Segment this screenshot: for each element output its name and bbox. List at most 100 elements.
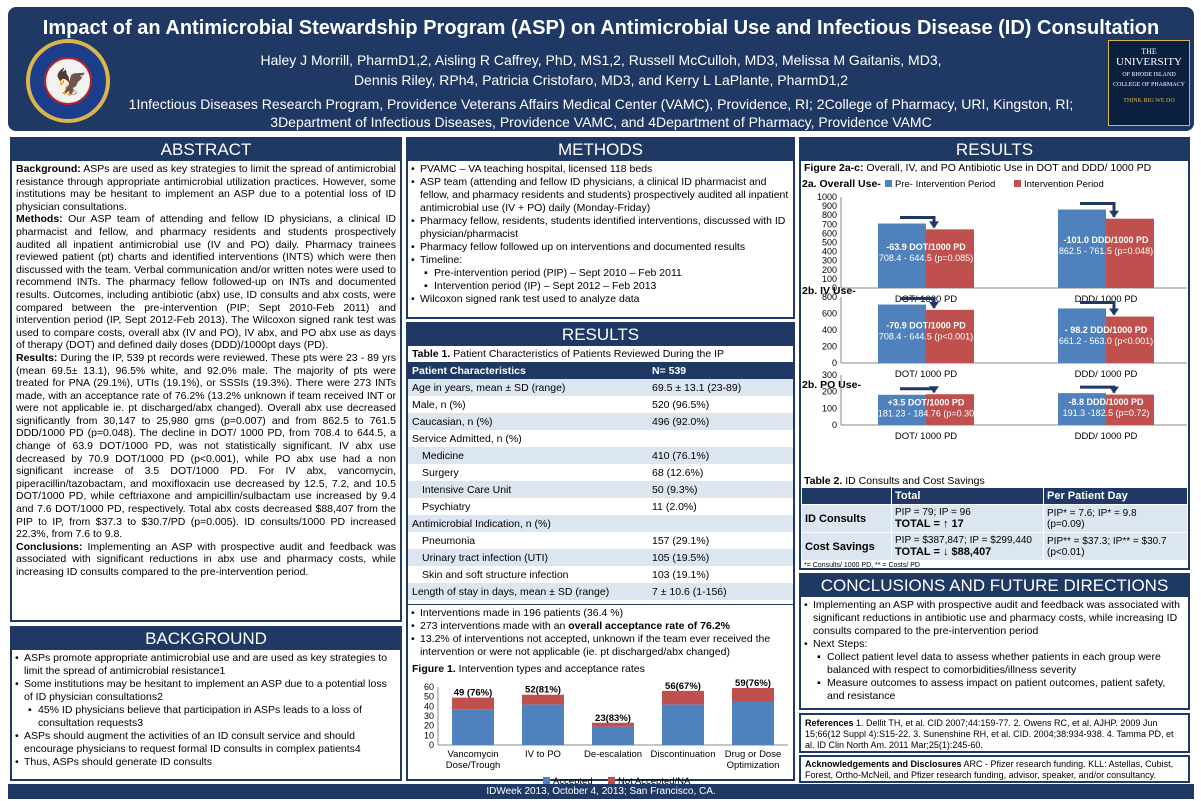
table-row: Service Admitted, n (%) [408, 430, 793, 447]
list-item: Next Steps: [804, 638, 1184, 651]
background-list: ASPs promote appropriate antimicrobial u… [12, 650, 400, 771]
affiliations: 1Infectious Diseases Research Program, P… [118, 95, 1084, 131]
bar-not-accepted [452, 697, 494, 710]
caption-text: Patient Characteristics of Patients Revi… [450, 348, 725, 360]
annotation-change: +3.5 DOT/1000 PD [888, 397, 965, 407]
x-tick-label: DDD/ 1000 PD [1075, 369, 1138, 380]
panel-label: 2b. IV Use- [802, 285, 856, 297]
arrow-head [1109, 308, 1119, 316]
annotation-values: 708.4 - 644.5 (p=0.085) [879, 253, 973, 263]
y-tick-label: 40 [424, 701, 434, 711]
bar-int [926, 394, 974, 425]
poster-title: Impact of an Antimicrobial Stewardship P… [42, 17, 1160, 39]
total-summary: TOTAL = ↑ 17 [895, 518, 964, 530]
x-tick-label: Drug or Dose [725, 749, 782, 760]
panel-label: 2b. PO Use- [802, 379, 861, 391]
abstract-label: Conclusions: [16, 540, 83, 553]
y-tick-label: 500 [822, 238, 837, 248]
list-item: 273 interventions made with an overall a… [411, 620, 789, 633]
legend-label: Accepted [553, 776, 593, 787]
data-label: 59(76%) [735, 678, 771, 689]
abstract-label: Background: [16, 163, 81, 175]
list-item: 45% ID physicians believe that participa… [24, 704, 396, 730]
list-item: Pharmacy fellow followed up on intervent… [411, 241, 789, 254]
abstract-heading: ABSTRACT [12, 139, 400, 161]
annotation-change: -63.9 DOT/1000 PD [886, 242, 966, 252]
abstract-text: During the IP, 539 pt records were revie… [16, 351, 396, 541]
acknowledgements-body: ARC - Pfizer research funding. KLL: Aste… [805, 759, 1174, 780]
abstract-label: Methods: [16, 213, 63, 226]
total-cell: PIP = $387,847; IP = $299,440 TOTAL = ↓ $… [891, 532, 1044, 561]
row-label: Pneumonia [408, 532, 648, 549]
fig2-caption: Figure 2a-c: Overall, IV, and PO Antibio… [801, 161, 1188, 175]
table-row: Intensive Care Unit 50 (9.3%) [408, 481, 793, 498]
uri-logo: THE UNIVERSITY OF RHODE ISLAND COLLEGE O… [1108, 40, 1190, 126]
table-row: ID Consults PIP = 79; IP = 96 TOTAL = ↑ 17… [801, 504, 1188, 533]
bullet-text: 273 interventions made with an [420, 620, 569, 632]
table-row: Skin and soft structure infection 103 (19… [408, 566, 793, 583]
annotation-values: 862.5 - 761.5 (p=0.048) [1059, 246, 1153, 256]
caption-label: Figure 1. [412, 663, 456, 675]
bar-accepted [662, 704, 704, 745]
y-tick-label: 600 [822, 228, 837, 238]
table-row: Age in years, mean ± SD (range) 69.5 ± 13… [408, 379, 793, 396]
y-tick-label: 700 [822, 219, 837, 229]
results-heading: RESULTS [801, 139, 1188, 161]
conclusions-heading: CONCLUSIONS AND FUTURE DIRECTIONS [801, 575, 1188, 597]
caption-label: Table 2. [804, 475, 843, 487]
abstract-text: ASPs are used as key strategies to limit… [16, 163, 396, 213]
abstract-body: Background: ASPs are used as key strateg… [12, 161, 400, 581]
legend-label: Intervention Period [1024, 179, 1104, 190]
table-row: Surgery 68 (12.6%) [408, 464, 793, 481]
table-row: Length of stay in days, mean ± SD (range… [408, 583, 793, 600]
table2-caption: Table 2. ID Consults and Cost Savings [801, 475, 1188, 487]
row-label: Antimicrobial Indication, n (%) [408, 515, 648, 532]
row-value: 11 (2.0%) [648, 498, 793, 515]
y-tick-label: 60 [424, 682, 434, 692]
total-detail: PIP = 79; IP = 96 [895, 507, 971, 518]
x-tick-label: Optimization [727, 760, 780, 771]
bar-not-accepted [662, 690, 704, 705]
y-tick-label: 20 [424, 721, 434, 731]
bar-pre [1058, 308, 1106, 363]
column-header [801, 487, 892, 505]
y-tick-label: 200 [822, 387, 837, 397]
references-text: References 1. Dellit TH, et al. CID 2007… [801, 715, 1188, 754]
bar-accepted [732, 701, 774, 745]
bullet-text: 13.2% of interventions not accepted, unk… [420, 633, 771, 658]
results-bullets: Interventions made in 196 patients (36.4… [408, 604, 793, 661]
legend-label: Pre- Intervention Period [895, 179, 995, 190]
list-item: Implementing an ASP with prospective aud… [804, 599, 1184, 638]
y-tick-label: 800 [822, 210, 837, 220]
results-right-panel: RESULTS Figure 2a-c: Overall, IV, and PO… [799, 137, 1190, 570]
acknowledgements-label: Acknowledgements and Disclosures [805, 759, 962, 769]
column-header: Patient Characteristics [408, 362, 648, 379]
references-panel: References 1. Dellit TH, et al. CID 2007… [799, 713, 1190, 753]
bar-not-accepted [592, 722, 634, 727]
row-label: Skin and soft structure infection [408, 566, 648, 583]
caption-label: Table 1. [412, 348, 451, 360]
table-row: Medicine 410 (76.1%) [408, 447, 793, 464]
bar-pre [878, 223, 926, 288]
bar-int [926, 309, 974, 363]
total-detail: PIP = $387,847; IP = $299,440 [895, 535, 1032, 546]
logo-text: COLLEGE OF PHARMACY [1112, 82, 1185, 88]
per-day-detail: PIP** = $37.3; IP** = $30.7 [1047, 535, 1167, 547]
bar-int [1106, 394, 1154, 425]
y-tick-label: 400 [822, 325, 837, 335]
data-label: 56(67%) [665, 681, 701, 692]
y-tick-label: 100 [822, 274, 837, 284]
caption-text: Intervention types and acceptance rates [455, 663, 645, 675]
abstract-panel: ABSTRACT Background: ASPs are used as ke… [10, 137, 402, 622]
row-label: Service Admitted, n (%) [408, 430, 648, 447]
references-body: 1. Dellit TH, et al. CID 2007;44:159-77.… [805, 718, 1174, 750]
data-label: 23(83%) [595, 713, 631, 724]
conclusions-panel: CONCLUSIONS AND FUTURE DIRECTIONS Implem… [799, 573, 1190, 710]
bar-pre [878, 304, 926, 363]
table-header: Total Per Patient Day [801, 487, 1188, 505]
list-item: ASPs should augment the activities of an… [15, 730, 396, 756]
y-tick-label: 400 [822, 247, 837, 257]
bar-accepted [522, 704, 564, 745]
list-item: Some institutions may be hesitant to imp… [15, 678, 396, 704]
per-day-cell: PIP* = 7.6; IP* = 9.8 (p=0.09) [1043, 504, 1188, 533]
